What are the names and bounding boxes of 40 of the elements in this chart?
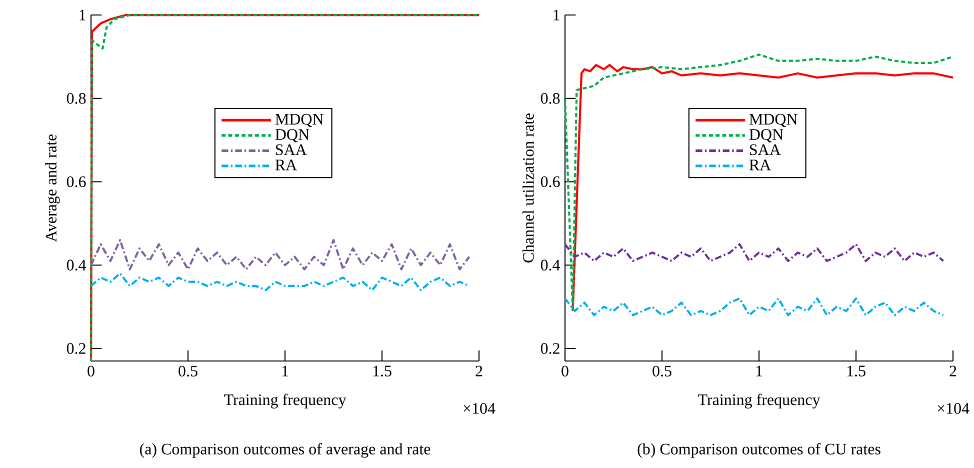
y-tick-label: 0.2 <box>66 343 86 354</box>
x-tick-label: 2 <box>476 366 482 376</box>
x-tick-label: 1 <box>282 366 288 376</box>
y-tick-label: 0.4 <box>66 260 86 271</box>
line-series <box>564 243 944 262</box>
x-tick-label: 0.5 <box>652 366 672 377</box>
x-tick-label: 1.5 <box>847 366 866 376</box>
text: (a) Comparison outcomes of average and rate <box>140 443 430 458</box>
legend-label: RA <box>275 160 298 170</box>
x-tick-label: 1.5 <box>373 366 392 376</box>
y-axis-title: Average and rate <box>45 134 60 242</box>
x-tick-label: 2 <box>950 366 956 376</box>
x-axis-title: Training frequency <box>224 394 346 408</box>
y-tick-label: 1 <box>80 10 86 20</box>
legend-label: RA <box>749 160 772 170</box>
y-tick-label: 0.4 <box>540 260 560 271</box>
legend-label: SAA <box>750 144 781 156</box>
y-tick-label: 0.2 <box>540 343 560 354</box>
y-tick-label: 1 <box>554 10 560 20</box>
x-tick-label: 0 <box>88 366 94 376</box>
x-axis-title: Training frequency <box>698 394 820 408</box>
text: ×104 <box>938 403 970 414</box>
line-series <box>90 239 470 270</box>
line-series <box>90 14 480 362</box>
legend-label: DQN <box>275 129 310 142</box>
text: ×104 <box>464 403 496 414</box>
x-tick-label: 1 <box>756 366 762 376</box>
y-tick-label: 0.8 <box>540 92 560 104</box>
x-tick-label: 0 <box>562 366 568 376</box>
legend-label: MDQN <box>275 114 324 128</box>
line-series <box>564 297 944 316</box>
legend-label: MDQN <box>749 114 798 128</box>
y-axis-title: Channel utilization rate <box>522 113 534 262</box>
x-tick-label: 0.5 <box>178 366 198 377</box>
text: (b) Comparison outcomes of CU rates <box>638 443 880 458</box>
legend-label: SAA <box>276 144 307 156</box>
y-tick-label: 0.6 <box>540 176 560 188</box>
legend-label: DQN <box>749 129 784 142</box>
y-tick-label: 0.8 <box>66 92 86 104</box>
y-tick-label: 0.6 <box>66 176 86 188</box>
